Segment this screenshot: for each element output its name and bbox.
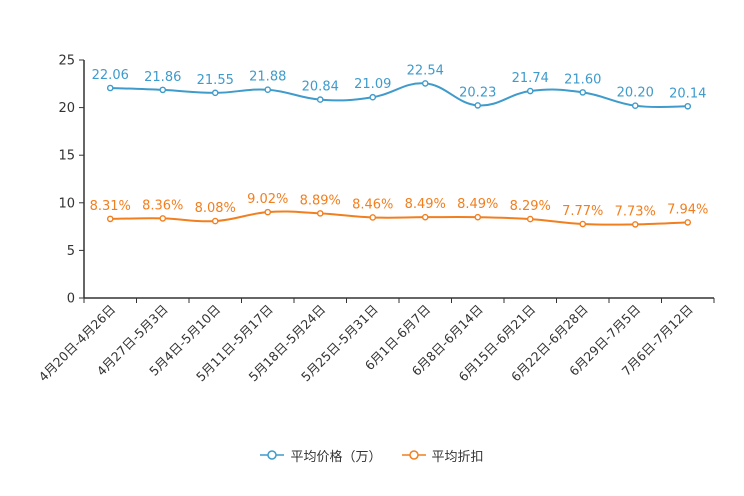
data-point[interactable] xyxy=(526,215,534,223)
data-point[interactable] xyxy=(369,214,377,221)
legend-price-line-icon xyxy=(260,450,285,460)
series-line xyxy=(110,82,688,109)
y-tick-label: 5 xyxy=(67,244,75,259)
data-label: 7.77% xyxy=(562,204,603,219)
data-label: 9.02% xyxy=(247,192,288,207)
data-point[interactable] xyxy=(631,221,639,228)
data-point[interactable] xyxy=(421,80,429,87)
data-label: 20.14 xyxy=(669,86,706,101)
legend-item-discount[interactable]: 平均折扣 xyxy=(401,445,484,465)
data-label: 22.54 xyxy=(407,63,444,78)
data-label: 8.08% xyxy=(195,201,236,216)
series-price: 22.06 21.86 21.55 21.88 20.84 21.09 22.54 20.23… xyxy=(92,63,706,110)
data-point[interactable] xyxy=(159,86,167,94)
data-label: 20.23 xyxy=(459,85,496,100)
y-tick-label: 25 xyxy=(58,54,75,69)
data-point[interactable] xyxy=(474,213,482,221)
data-label: 8.89% xyxy=(300,193,341,208)
legend-discount-label: 平均折扣 xyxy=(431,449,484,465)
data-point[interactable] xyxy=(474,102,482,109)
legend-discount-line-icon xyxy=(401,450,426,460)
data-point[interactable] xyxy=(264,86,272,94)
data-point[interactable] xyxy=(106,84,114,92)
data-point[interactable] xyxy=(106,215,114,223)
data-point[interactable] xyxy=(264,208,272,216)
data-label: 22.06 xyxy=(92,68,129,83)
data-point[interactable] xyxy=(684,219,692,226)
data-point[interactable] xyxy=(316,210,324,217)
data-label: 8.49% xyxy=(405,197,446,212)
y-tick-label: 15 xyxy=(58,149,75,164)
legend-item-price[interactable]: 平均价格（万） xyxy=(260,445,382,465)
legend-price-label: 平均价格（万） xyxy=(290,449,382,465)
data-label: 21.09 xyxy=(354,77,391,92)
data-point[interactable] xyxy=(579,220,587,228)
data-label: 7.94% xyxy=(667,202,708,217)
data-label: 7.73% xyxy=(615,204,656,219)
data-point[interactable] xyxy=(211,217,219,225)
data-label: 8.36% xyxy=(142,198,183,213)
series-layer: 22.06 21.86 21.55 21.88 20.84 21.09 22.54 20.23… xyxy=(90,63,708,228)
data-point[interactable] xyxy=(631,102,639,109)
data-label: 21.74 xyxy=(512,71,549,86)
data-point[interactable] xyxy=(526,87,534,95)
series-line xyxy=(110,210,688,226)
data-label: 8.29% xyxy=(510,199,551,214)
legend: 平均价格（万） 平均折扣 xyxy=(0,445,744,465)
x-axis: 4月20日-4月26日4月27日-5月3日5月4日-5月10日5月11日-5月1… xyxy=(35,297,715,384)
data-point[interactable] xyxy=(579,89,587,96)
data-point[interactable] xyxy=(211,89,219,97)
data-point[interactable] xyxy=(684,102,692,110)
data-label: 21.86 xyxy=(144,70,181,85)
data-label: 21.60 xyxy=(564,72,601,87)
y-tick-label: 10 xyxy=(58,196,75,211)
data-label: 8.46% xyxy=(352,197,393,212)
y-axis: 0 5 10 15 20 25 xyxy=(58,54,85,307)
data-label: 8.49% xyxy=(457,197,498,212)
data-label: 20.84 xyxy=(302,80,339,95)
data-point[interactable] xyxy=(316,96,324,103)
data-label: 21.88 xyxy=(249,70,286,85)
y-tick-label: 20 xyxy=(58,101,75,116)
data-label: 21.55 xyxy=(197,73,234,88)
y-tick-label: 0 xyxy=(67,292,75,307)
data-label: 8.31% xyxy=(90,199,131,214)
data-label: 20.20 xyxy=(617,86,654,101)
series-discount: 8.31% 8.36% 8.08% 9.02% 8.89% 8.46% 8.49% 8.49%… xyxy=(90,192,708,228)
data-point[interactable] xyxy=(369,93,377,101)
data-point[interactable] xyxy=(421,213,429,221)
data-point[interactable] xyxy=(159,215,167,222)
